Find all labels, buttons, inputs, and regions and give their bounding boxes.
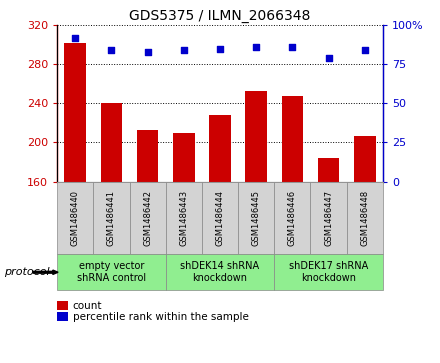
Point [144,49,151,55]
Text: GSM1486441: GSM1486441 [107,190,116,246]
Point [361,48,368,53]
Text: GSM1486448: GSM1486448 [360,190,369,246]
Point [325,55,332,61]
Point [253,44,260,50]
Text: protocol: protocol [4,267,50,277]
Bar [173,133,194,182]
Title: GDS5375 / ILMN_2066348: GDS5375 / ILMN_2066348 [129,9,311,23]
Bar [246,91,267,182]
Text: GSM1486442: GSM1486442 [143,190,152,246]
Text: GSM1486444: GSM1486444 [216,190,224,246]
Bar [137,130,158,182]
Text: GSM1486445: GSM1486445 [252,190,260,246]
Bar [318,158,339,182]
Point [180,48,187,53]
Bar [209,115,231,182]
Text: shDEK17 shRNA
knockdown: shDEK17 shRNA knockdown [289,261,368,283]
Text: GSM1486447: GSM1486447 [324,190,333,246]
Text: GSM1486440: GSM1486440 [71,190,80,246]
Bar [101,103,122,182]
Bar [64,43,86,182]
Point [108,48,115,53]
Point [72,35,79,41]
Point [216,46,224,52]
Point [289,44,296,50]
Text: empty vector
shRNA control: empty vector shRNA control [77,261,146,283]
Bar [282,95,303,182]
Text: percentile rank within the sample: percentile rank within the sample [73,311,249,322]
Bar [354,136,376,182]
Text: GSM1486446: GSM1486446 [288,190,297,246]
Text: GSM1486443: GSM1486443 [180,190,188,246]
Text: count: count [73,301,102,311]
Text: shDEK14 shRNA
knockdown: shDEK14 shRNA knockdown [180,261,260,283]
